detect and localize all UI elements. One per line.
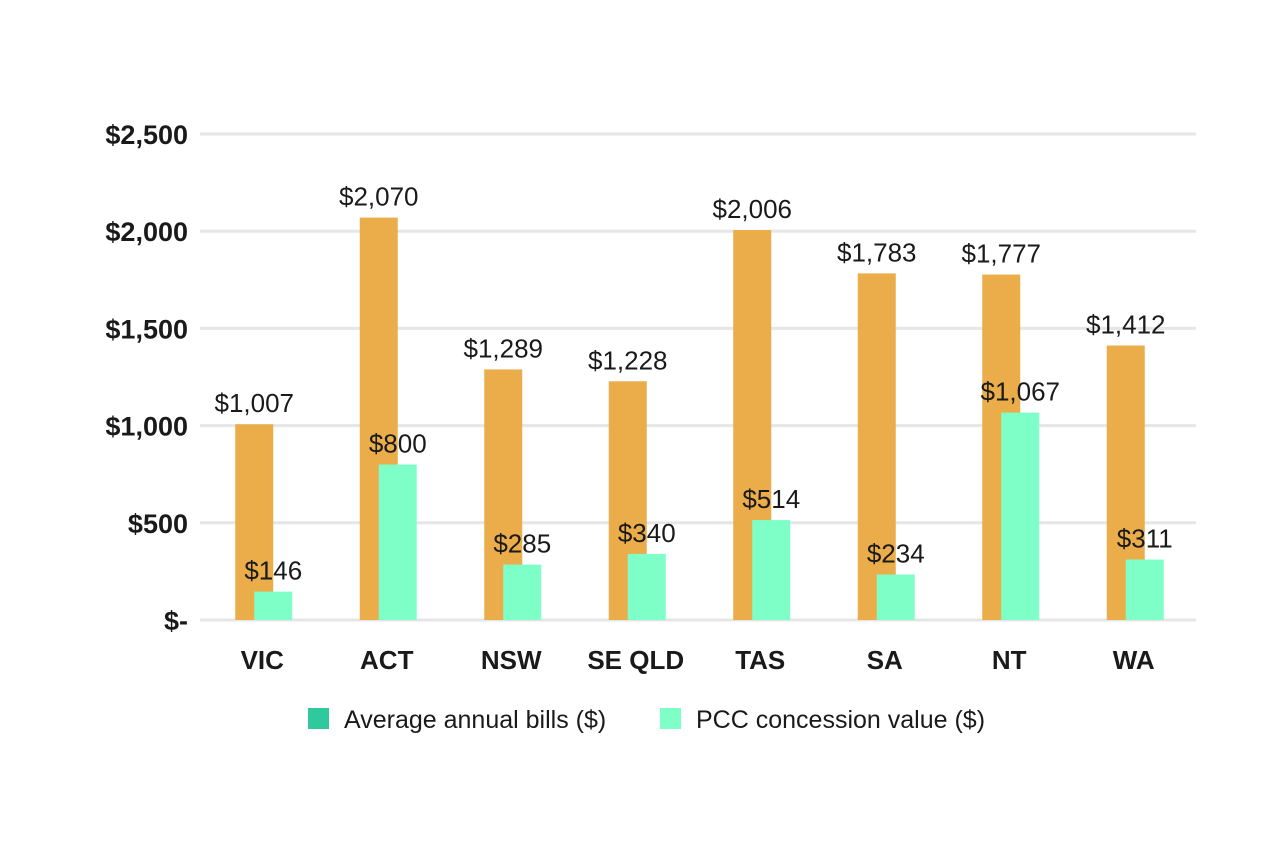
data-label-pcc-concession: $514	[742, 484, 800, 514]
x-tick-label: TAS	[735, 645, 785, 675]
y-tick-label: $-	[164, 606, 188, 636]
legend-swatch	[660, 708, 681, 729]
data-label-average-annual-bill: $1,783	[837, 237, 917, 267]
y-tick-label: $1,500	[105, 314, 188, 344]
y-tick-label: $2,500	[105, 120, 188, 150]
bar-pcc-concession	[254, 591, 293, 620]
bars	[235, 217, 1164, 621]
data-label-pcc-concession: $234	[867, 539, 925, 569]
legend-label: Average annual bills ($)	[344, 706, 606, 734]
data-label-pcc-concession: $800	[369, 428, 427, 458]
x-tick-label: NSW	[481, 645, 542, 675]
y-tick-label: $500	[128, 509, 188, 539]
bar-pcc-concession	[378, 464, 417, 620]
data-label-pcc-concession: $285	[493, 529, 551, 559]
legend-label: PCC concession value ($)	[696, 706, 985, 734]
x-tick-label: ACT	[360, 645, 414, 675]
bar-average-annual-bill	[235, 424, 274, 620]
bar-pcc-concession	[503, 564, 542, 620]
x-tick-label: NT	[992, 645, 1027, 675]
x-tick-label: WA	[1113, 645, 1155, 675]
data-label-average-annual-bill: $1,007	[214, 388, 294, 418]
bar-pcc-concession	[627, 553, 666, 620]
y-axis: $- $500 $1,000 $1,500 $2,000 $2,500	[105, 120, 188, 636]
bar-pcc-concession	[1125, 559, 1164, 620]
x-tick-label: SA	[867, 645, 903, 675]
bar-pcc-concession	[752, 520, 791, 620]
data-label-average-annual-bill: $1,228	[588, 345, 668, 375]
x-tick-label: SE QLD	[587, 645, 684, 675]
y-tick-label: $2,000	[105, 217, 188, 247]
x-axis: VIC ACT NSW SE QLD TAS SA NT WA	[241, 645, 1155, 675]
data-labels: $1,007 $146 $2,070 $800 $1,289 $285 $1,228 $340…	[214, 182, 1172, 586]
bar-pcc-concession	[1001, 412, 1040, 620]
data-label-pcc-concession: $311	[1117, 524, 1173, 554]
data-label-pcc-concession: $1,067	[980, 377, 1060, 407]
data-label-average-annual-bill: $1,289	[463, 333, 543, 363]
y-tick-label: $1,000	[105, 412, 188, 442]
bar-average-annual-bill	[857, 273, 896, 620]
data-label-pcc-concession: $146	[244, 556, 302, 586]
legend-swatch	[308, 708, 329, 729]
bar-pcc-concession	[876, 574, 915, 620]
data-label-average-annual-bill: $2,006	[712, 194, 792, 224]
x-tick-label: VIC	[241, 645, 285, 675]
data-label-average-annual-bill: $2,070	[339, 182, 419, 212]
data-label-pcc-concession: $340	[618, 518, 676, 548]
data-label-average-annual-bill: $1,412	[1086, 310, 1166, 340]
data-label-average-annual-bill: $1,777	[961, 239, 1041, 269]
legend: Average annual bills ($) PCC concession v…	[308, 706, 985, 734]
